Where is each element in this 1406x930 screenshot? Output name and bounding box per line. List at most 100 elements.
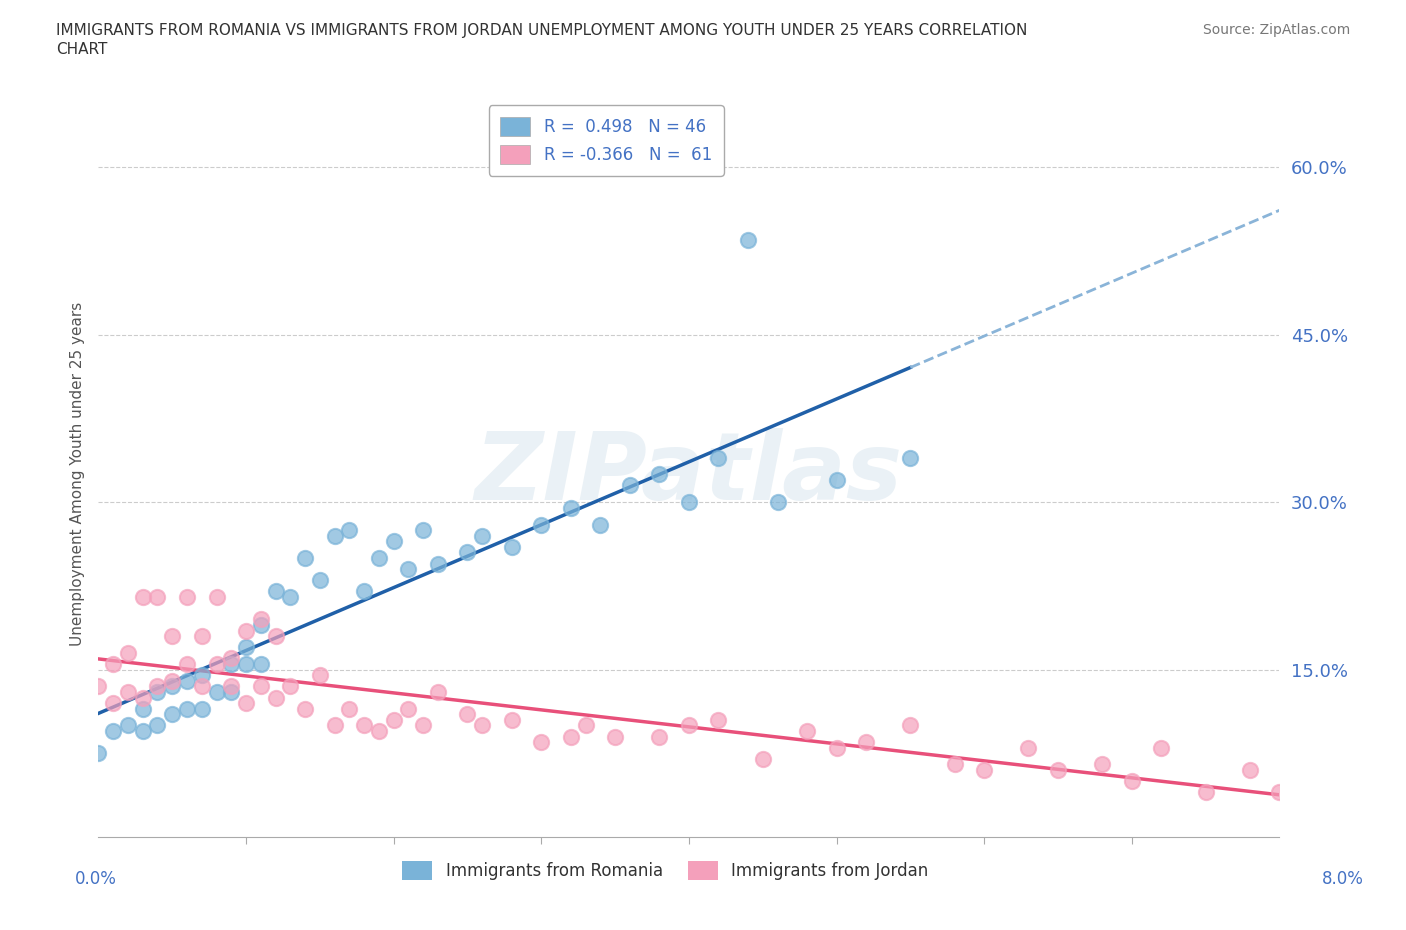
Point (766, 495, 789, 510)
Point (427, 556, 450, 571)
Point (162, 707, 183, 722)
Point (280, 590, 302, 604)
Point (323, 528, 346, 543)
Point (382, 712, 405, 727)
Point (1268, 785, 1291, 800)
Point (412, 523, 434, 538)
Point (560, 500, 582, 515)
Point (103, 696, 125, 711)
Point (973, 763, 995, 777)
Point (191, 629, 214, 644)
Point (900, 718, 922, 733)
Point (900, 450, 922, 465)
Point (221, 679, 243, 694)
Point (530, 735, 553, 750)
Point (221, 657, 243, 671)
Point (398, 562, 420, 577)
Point (294, 551, 316, 565)
Point (471, 528, 494, 543)
Point (162, 679, 183, 694)
Point (323, 718, 346, 733)
Point (427, 684, 450, 699)
Text: 0.0%: 0.0% (75, 870, 117, 888)
Point (353, 718, 375, 733)
Point (1239, 763, 1261, 777)
Point (264, 629, 287, 644)
Point (264, 584, 287, 599)
Text: IMMIGRANTS FROM ROMANIA VS IMMIGRANTS FROM JORDAN UNEMPLOYMENT AMONG YOUTH UNDER: IMMIGRANTS FROM ROMANIA VS IMMIGRANTS FR… (56, 23, 1028, 38)
Point (678, 495, 700, 510)
Point (501, 539, 523, 554)
Point (176, 657, 198, 671)
Point (825, 472, 848, 487)
Point (1195, 785, 1218, 800)
Point (368, 551, 391, 565)
Text: 8.0%: 8.0% (1322, 870, 1364, 888)
Point (205, 657, 228, 671)
Point (235, 623, 257, 638)
Point (176, 590, 198, 604)
Point (176, 701, 198, 716)
Point (250, 679, 273, 694)
Point (619, 478, 641, 493)
Point (250, 618, 273, 632)
Point (132, 690, 155, 705)
Point (235, 696, 257, 711)
Point (1091, 757, 1114, 772)
Point (339, 523, 361, 538)
Point (707, 712, 730, 727)
Point (146, 684, 169, 699)
Point (117, 645, 139, 660)
Point (103, 657, 125, 671)
Point (87, 746, 110, 761)
Point (1121, 774, 1143, 789)
Point (1018, 740, 1040, 755)
Point (221, 684, 243, 699)
Point (530, 517, 553, 532)
Point (280, 679, 302, 694)
Point (1150, 740, 1173, 755)
Point (191, 679, 214, 694)
Point (205, 684, 228, 699)
Point (250, 657, 273, 671)
Point (855, 735, 877, 750)
Point (678, 718, 700, 733)
Point (191, 701, 214, 716)
Point (471, 718, 494, 733)
Point (457, 545, 479, 560)
Point (132, 590, 155, 604)
Point (176, 673, 198, 688)
Point (501, 712, 523, 727)
Point (575, 718, 598, 733)
Point (382, 534, 405, 549)
Point (560, 729, 582, 744)
Point (1046, 763, 1070, 777)
Point (648, 467, 671, 482)
Y-axis label: Unemployment Among Youth under 25 years: Unemployment Among Youth under 25 years (69, 302, 84, 646)
Point (353, 584, 375, 599)
Point (309, 573, 332, 588)
Point (648, 729, 671, 744)
Point (146, 718, 169, 733)
Point (132, 701, 155, 716)
Text: CHART: CHART (56, 42, 108, 57)
Point (339, 701, 361, 716)
Point (589, 517, 612, 532)
Point (162, 629, 183, 644)
Point (825, 740, 848, 755)
Point (117, 718, 139, 733)
Point (103, 724, 125, 738)
Point (162, 673, 183, 688)
Point (264, 690, 287, 705)
Point (752, 751, 775, 766)
Point (221, 651, 243, 666)
Point (146, 679, 169, 694)
Point (796, 724, 818, 738)
Point (250, 612, 273, 627)
Point (87, 679, 110, 694)
Point (737, 232, 759, 247)
Point (146, 590, 169, 604)
Point (117, 684, 139, 699)
Point (294, 701, 316, 716)
Point (707, 450, 730, 465)
